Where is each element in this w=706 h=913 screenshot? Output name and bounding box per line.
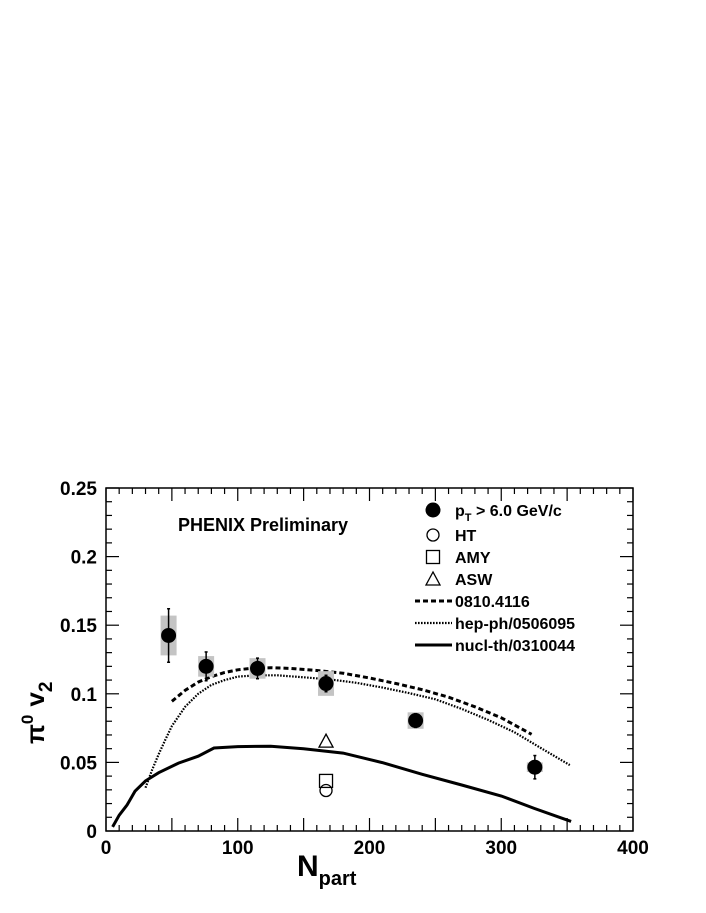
data-point-filled-circle bbox=[527, 759, 543, 775]
x-tick-labels: 0 100 200 300 400 bbox=[101, 838, 649, 859]
legend-marker-open-square bbox=[425, 549, 441, 565]
y-axis-title-sub: 2 bbox=[36, 682, 57, 693]
legend-marker-open-triangle bbox=[424, 570, 442, 586]
x-tick-label: 200 bbox=[354, 838, 386, 859]
curve-hep-ph-0506095 bbox=[144, 674, 571, 789]
curve-0810-4116 bbox=[170, 666, 533, 736]
model-curves bbox=[111, 666, 572, 828]
x-axis-title-sub: part bbox=[319, 868, 357, 890]
curve-nucl-th-0310044 bbox=[111, 744, 572, 828]
axis-ticks bbox=[105, 487, 634, 832]
x-tick-label: 0 bbox=[101, 838, 112, 859]
y-tick-label: 0.05 bbox=[60, 753, 97, 774]
data-point-filled-circle bbox=[161, 627, 177, 643]
y-tick-label: 0.1 bbox=[71, 685, 98, 706]
legend-label: AMY bbox=[455, 550, 491, 567]
y-tick-label: 0 bbox=[86, 822, 97, 843]
plot-frame bbox=[105, 487, 634, 832]
legend-label: ASW bbox=[455, 572, 493, 589]
y-axis-title-sup: 0 bbox=[18, 715, 37, 724]
legend-label: nucl-th/0310044 bbox=[455, 638, 575, 655]
legend-label: pT > 6.0 GeV/c bbox=[455, 503, 562, 524]
legend: pT > 6.0 GeV/c HT AMY ASW 0810.4116 hep-ph/05… bbox=[415, 502, 575, 655]
x-tick-label: 400 bbox=[617, 838, 649, 859]
data-point-filled-circle bbox=[318, 676, 334, 692]
legend-label: 0810.4116 bbox=[455, 594, 530, 611]
x-tick-label: 300 bbox=[485, 838, 517, 859]
data-point-filled-circle bbox=[250, 660, 266, 676]
data-markers bbox=[160, 607, 543, 798]
y-tick-label: 0.2 bbox=[71, 548, 97, 569]
y-tick-label: 0.25 bbox=[60, 479, 97, 500]
legend-marker-filled-circle bbox=[425, 502, 441, 518]
legend-marker-open-circle bbox=[426, 528, 440, 542]
data-point-open-circle bbox=[319, 783, 333, 798]
data-point-filled-circle bbox=[408, 713, 424, 729]
x-axis-title-main: N bbox=[297, 850, 319, 883]
data-point-open-square bbox=[318, 773, 334, 789]
legend-label: HT bbox=[455, 528, 477, 545]
x-tick-label: 100 bbox=[222, 838, 254, 859]
y-axis-title-var: v bbox=[20, 692, 50, 707]
y-axis-title-main: π bbox=[20, 724, 50, 744]
legend-label: hep-ph/0506095 bbox=[455, 616, 575, 633]
data-point-open-triangle bbox=[317, 732, 335, 748]
y-tick-labels: 0 0.05 0.1 0.15 0.2 0.25 bbox=[60, 479, 97, 843]
y-axis-title: π0 v2 bbox=[18, 682, 57, 744]
y-tick-label: 0.15 bbox=[60, 616, 97, 637]
data-point-filled-circle bbox=[198, 658, 214, 674]
x-axis-title: Npart bbox=[297, 850, 357, 890]
chart-title: PHENIX Preliminary bbox=[178, 515, 348, 535]
